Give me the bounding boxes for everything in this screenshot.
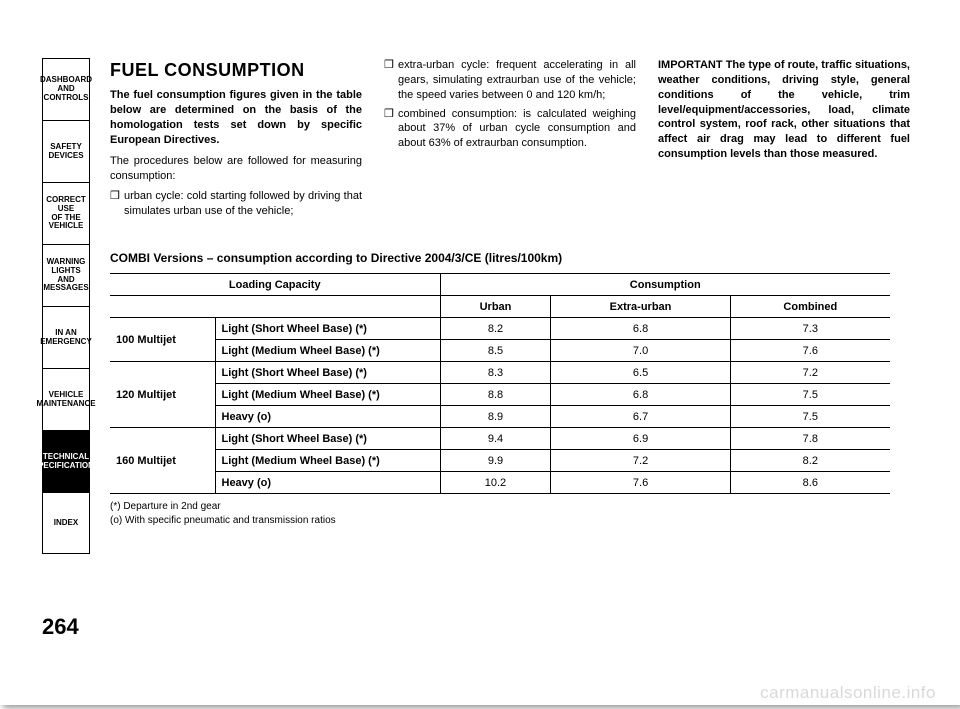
table-header-row-1: Loading Capacity Consumption <box>110 274 890 296</box>
column-2: ❒ extra-urban cycle: frequent acceler­at… <box>384 58 636 223</box>
cell-urban: 8.5 <box>440 340 551 362</box>
table-footnotes: (*) Departure in 2nd gear (o) With speci… <box>110 500 910 528</box>
table-row: Heavy (o)8.96.77.5 <box>110 406 890 428</box>
cell-extra: 6.8 <box>551 318 730 340</box>
footnote-2: (o) With specific pneumatic and transmis… <box>110 514 910 528</box>
table-row: Heavy (o)10.27.68.6 <box>110 472 890 494</box>
procedure-intro: The procedures below are followed for me… <box>110 154 362 184</box>
page: DASHBOARDAND CONTROLSSAFETYDEVICESCORREC… <box>0 0 960 705</box>
cell-extra: 6.9 <box>551 428 730 450</box>
cell-extra: 7.6 <box>551 472 730 494</box>
bullet-icon: ❒ <box>384 58 398 103</box>
consumption-table: Loading Capacity Consumption Urban Extra… <box>110 273 890 494</box>
table-title: COMBI Versions – consumption according t… <box>110 251 910 265</box>
cell-combined: 8.2 <box>730 450 890 472</box>
cell-urban: 8.2 <box>440 318 551 340</box>
bullet-item: ❒ urban cycle: cold starting followed by… <box>110 189 362 219</box>
cell-urban: 9.4 <box>440 428 551 450</box>
cell-load: Heavy (o) <box>215 406 440 428</box>
cell-combined: 7.6 <box>730 340 890 362</box>
side-tab[interactable]: WARNINGLIGHTS ANDMESSAGES <box>42 244 90 306</box>
cell-load: Light (Medium Wheel Base) (*) <box>215 340 440 362</box>
section-heading: FUEL CONSUMPTION <box>110 58 362 82</box>
th-extra: Extra-urban <box>551 296 730 318</box>
group-name: 120 Multijet <box>110 362 215 428</box>
table-row: Light (Medium Wheel Base) (*)9.97.28.2 <box>110 450 890 472</box>
table-body: 100 MultijetLight (Short Wheel Base) (*)… <box>110 318 890 494</box>
watermark: carmanualsonline.info <box>760 683 936 703</box>
cell-extra: 6.8 <box>551 384 730 406</box>
cell-urban: 8.9 <box>440 406 551 428</box>
cell-extra: 7.2 <box>551 450 730 472</box>
table-row: Light (Medium Wheel Base) (*)8.86.87.5 <box>110 384 890 406</box>
group-name: 100 Multijet <box>110 318 215 362</box>
side-tab[interactable]: SAFETYDEVICES <box>42 120 90 182</box>
side-tab[interactable]: VEHICLEMAINTENANCE <box>42 368 90 430</box>
cell-extra: 6.7 <box>551 406 730 428</box>
cell-combined: 7.3 <box>730 318 890 340</box>
table-row: 120 MultijetLight (Short Wheel Base) (*)… <box>110 362 890 384</box>
text-columns: FUEL CONSUMPTION The fuel consumption fi… <box>110 58 910 223</box>
th-consumption: Consumption <box>440 274 890 296</box>
consumption-table-block: COMBI Versions – consumption according t… <box>110 251 910 528</box>
side-tab[interactable]: DASHBOARDAND CONTROLS <box>42 58 90 120</box>
column-3: IMPORTANT The type of route, traffic sit… <box>658 58 910 223</box>
cell-load: Light (Short Wheel Base) (*) <box>215 318 440 340</box>
bullet-item: ❒ extra-urban cycle: frequent acceler­at… <box>384 58 636 103</box>
bullet-text: urban cycle: cold starting followed by d… <box>124 189 362 219</box>
cell-extra: 6.5 <box>551 362 730 384</box>
th-combined: Combined <box>730 296 890 318</box>
cell-urban: 10.2 <box>440 472 551 494</box>
footnote-1: (*) Departure in 2nd gear <box>110 500 910 514</box>
cell-combined: 7.2 <box>730 362 890 384</box>
cell-load: Light (Short Wheel Base) (*) <box>215 428 440 450</box>
intro-paragraph: The fuel consumption figures given in th… <box>110 88 362 147</box>
column-1: FUEL CONSUMPTION The fuel consumption fi… <box>110 58 362 223</box>
th-urban: Urban <box>440 296 551 318</box>
bullet-icon: ❒ <box>110 189 124 219</box>
table-row: Light (Medium Wheel Base) (*)8.57.07.6 <box>110 340 890 362</box>
table-header-row-2: Urban Extra-urban Combined <box>110 296 890 318</box>
th-blank <box>110 296 440 318</box>
cell-urban: 8.3 <box>440 362 551 384</box>
cell-combined: 7.5 <box>730 384 890 406</box>
side-tab[interactable]: TECHNICALSPECIFICATIONS <box>42 430 90 492</box>
cell-extra: 7.0 <box>551 340 730 362</box>
cell-load: Light (Short Wheel Base) (*) <box>215 362 440 384</box>
cell-load: Light (Medium Wheel Base) (*) <box>215 384 440 406</box>
th-loading: Loading Capacity <box>110 274 440 296</box>
cell-combined: 7.8 <box>730 428 890 450</box>
cell-load: Heavy (o) <box>215 472 440 494</box>
bullet-icon: ❒ <box>384 107 398 152</box>
cell-combined: 7.5 <box>730 406 890 428</box>
bullet-item: ❒ combined consumption: is calculated we… <box>384 107 636 152</box>
important-note: IMPORTANT The type of route, traffic sit… <box>658 58 910 162</box>
cell-load: Light (Medium Wheel Base) (*) <box>215 450 440 472</box>
table-row: 100 MultijetLight (Short Wheel Base) (*)… <box>110 318 890 340</box>
cell-urban: 8.8 <box>440 384 551 406</box>
main-content: FUEL CONSUMPTION The fuel consumption fi… <box>110 58 910 528</box>
bullet-text: combined consumption: is calculated weig… <box>398 107 636 152</box>
bullet-text: extra-urban cycle: frequent acceler­atin… <box>398 58 636 103</box>
cell-urban: 9.9 <box>440 450 551 472</box>
side-tab[interactable]: CORRECT USEOF THE VEHICLE <box>42 182 90 244</box>
side-tab[interactable]: INDEX <box>42 492 90 554</box>
cell-combined: 8.6 <box>730 472 890 494</box>
table-row: 160 MultijetLight (Short Wheel Base) (*)… <box>110 428 890 450</box>
side-tab-strip: DASHBOARDAND CONTROLSSAFETYDEVICESCORREC… <box>42 58 90 554</box>
side-tab[interactable]: IN ANEMERGENCY <box>42 306 90 368</box>
group-name: 160 Multijet <box>110 428 215 494</box>
page-number: 264 <box>42 614 79 640</box>
